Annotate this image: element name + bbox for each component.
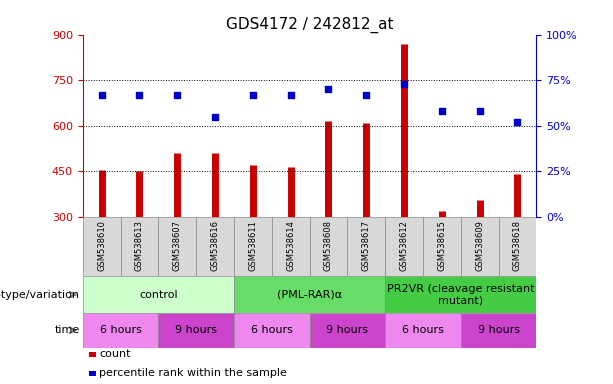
Bar xyxy=(385,313,461,348)
Point xyxy=(248,92,257,98)
Title: GDS4172 / 242812_at: GDS4172 / 242812_at xyxy=(226,17,394,33)
Text: time: time xyxy=(55,325,80,335)
Text: 9 hours: 9 hours xyxy=(478,325,520,335)
Point xyxy=(399,81,409,87)
Text: count: count xyxy=(99,349,131,359)
Text: GSM538610: GSM538610 xyxy=(97,220,106,271)
Text: (PML-RAR)α: (PML-RAR)α xyxy=(277,290,342,300)
Bar xyxy=(234,313,310,348)
Text: GSM538614: GSM538614 xyxy=(286,220,295,271)
Text: GSM538607: GSM538607 xyxy=(173,220,182,271)
Bar xyxy=(158,217,196,276)
Text: GSM538609: GSM538609 xyxy=(475,220,484,271)
Text: GSM538617: GSM538617 xyxy=(362,220,371,271)
Text: 9 hours: 9 hours xyxy=(175,325,217,335)
Text: PR2VR (cleavage resistant
mutant): PR2VR (cleavage resistant mutant) xyxy=(387,284,535,306)
Text: GSM538612: GSM538612 xyxy=(400,220,409,271)
Bar xyxy=(310,217,348,276)
Point xyxy=(361,92,371,98)
Text: GSM538618: GSM538618 xyxy=(513,220,522,271)
Bar xyxy=(83,276,234,313)
Point xyxy=(324,86,333,93)
Point xyxy=(286,92,295,98)
Text: 6 hours: 6 hours xyxy=(100,325,142,335)
Bar xyxy=(461,313,536,348)
Text: GSM538608: GSM538608 xyxy=(324,220,333,271)
Bar xyxy=(461,217,498,276)
Bar xyxy=(158,313,234,348)
Text: genotype/variation: genotype/variation xyxy=(0,290,80,300)
Point xyxy=(437,108,447,114)
Point xyxy=(512,119,522,125)
Bar xyxy=(385,276,536,313)
Point xyxy=(210,114,220,120)
Bar xyxy=(310,313,385,348)
Bar xyxy=(423,217,461,276)
Bar xyxy=(498,217,536,276)
Text: GSM538615: GSM538615 xyxy=(437,220,446,271)
Text: GSM538616: GSM538616 xyxy=(210,220,219,271)
Bar xyxy=(234,276,385,313)
Bar xyxy=(234,217,272,276)
Bar xyxy=(272,217,310,276)
Bar xyxy=(385,217,423,276)
Bar xyxy=(121,217,158,276)
Point xyxy=(97,92,107,98)
Bar xyxy=(348,217,385,276)
Text: GSM538613: GSM538613 xyxy=(135,220,144,271)
Bar xyxy=(83,217,121,276)
Point xyxy=(172,92,182,98)
Bar xyxy=(196,217,234,276)
Text: 6 hours: 6 hours xyxy=(251,325,292,335)
Text: GSM538611: GSM538611 xyxy=(248,220,257,271)
Text: 6 hours: 6 hours xyxy=(402,325,444,335)
Text: percentile rank within the sample: percentile rank within the sample xyxy=(99,368,287,379)
Text: 9 hours: 9 hours xyxy=(326,325,368,335)
Point xyxy=(475,108,485,114)
Text: control: control xyxy=(139,290,178,300)
Point xyxy=(134,92,145,98)
Bar xyxy=(83,313,158,348)
